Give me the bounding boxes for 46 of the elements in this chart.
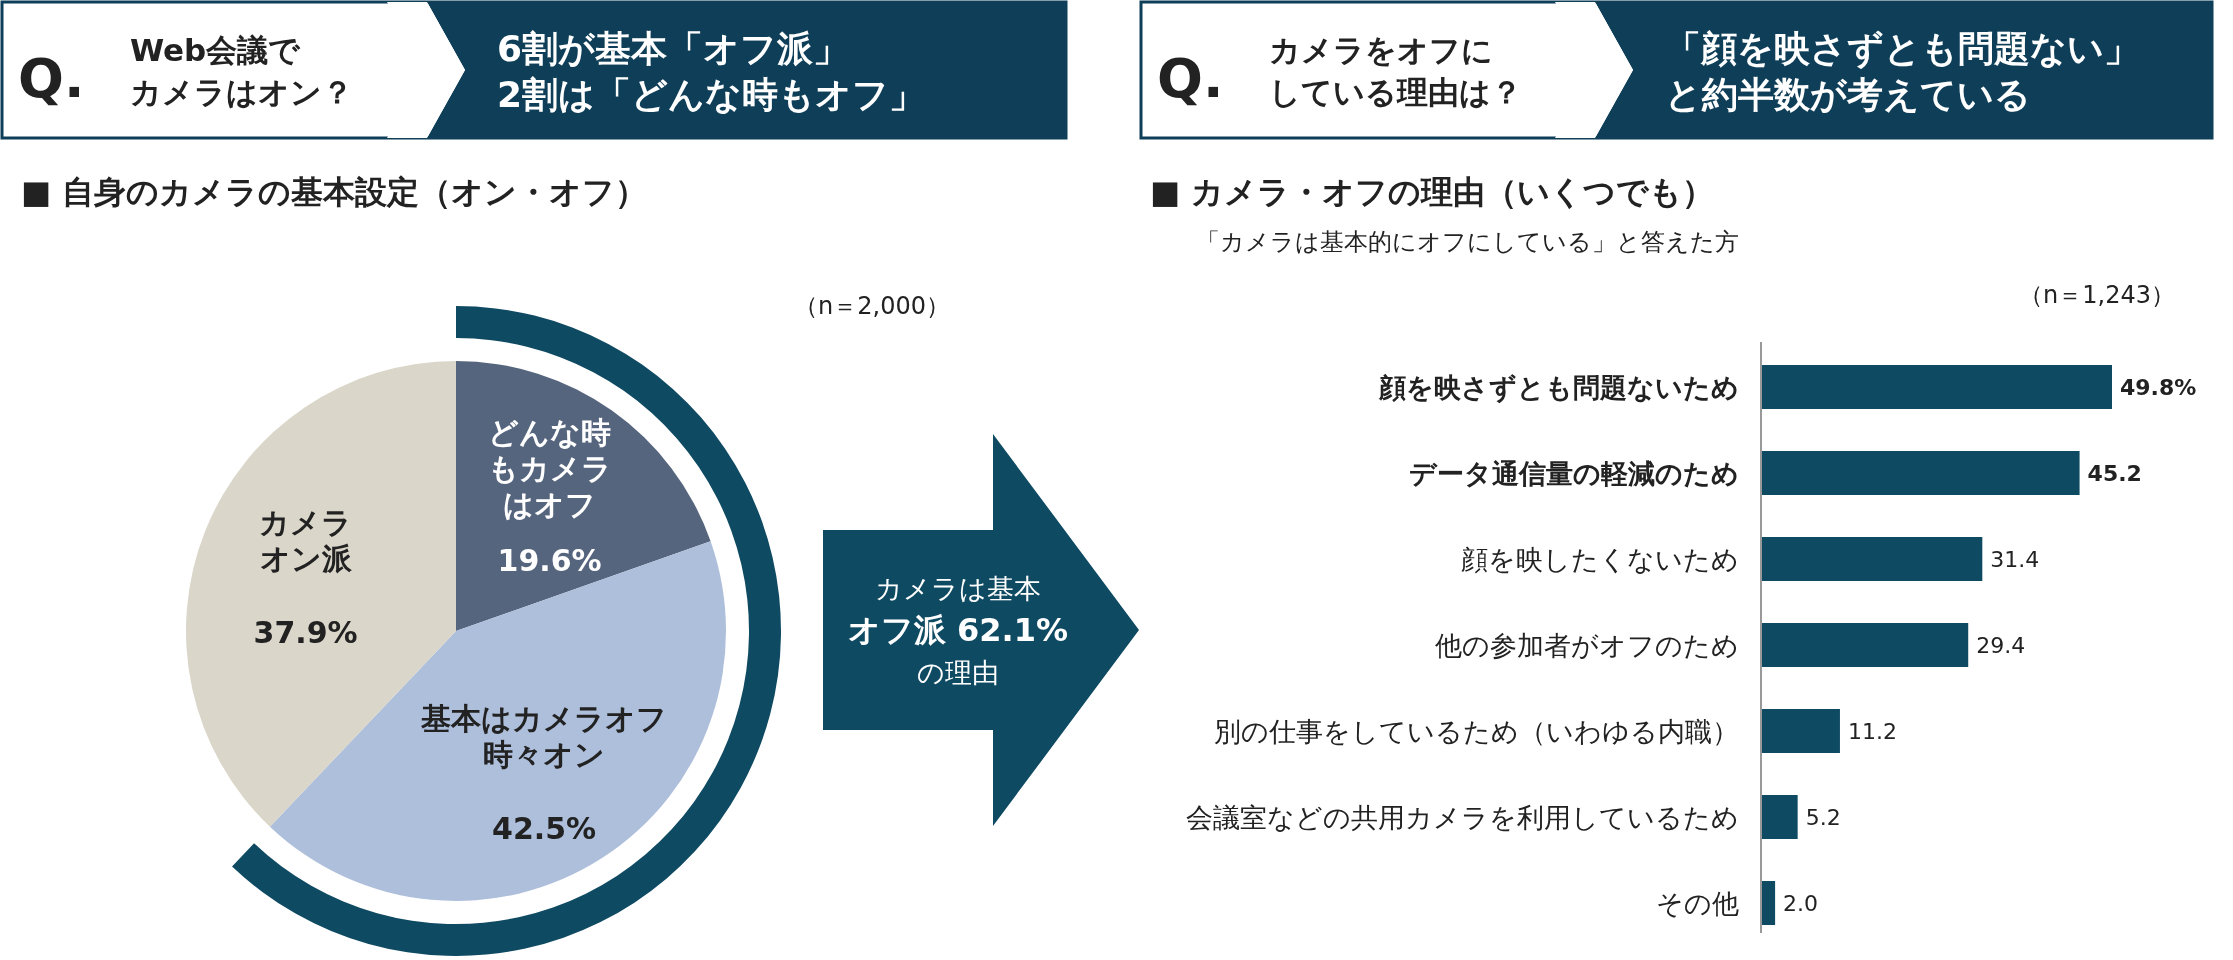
data-label: 45.2 bbox=[2087, 460, 2142, 486]
data-label: 37.9% bbox=[253, 615, 358, 651]
bar bbox=[1761, 709, 1840, 753]
chart-title: ■ 自身のカメラの基本設定（オン・オフ） bbox=[21, 173, 648, 211]
text: 2割は「どんな時もオフ」 bbox=[497, 73, 926, 115]
text: Q. bbox=[18, 46, 85, 110]
slice-label: 基本はカメラオフ時々オン bbox=[421, 700, 668, 772]
y-tick-label: データ通信量の軽減のため bbox=[1409, 457, 1739, 489]
text: （n＝1,243） bbox=[2019, 281, 2175, 309]
data-label: 11.2 bbox=[1847, 718, 1897, 744]
y-tick-label: 顔を映したくないため bbox=[1461, 543, 1739, 575]
y-tick-label: その他 bbox=[1656, 887, 1739, 919]
data-label: 31.4 bbox=[1990, 546, 2040, 572]
bar bbox=[1761, 537, 1983, 581]
text: 「カメラは基本的にオフにしている」と答えた方 bbox=[1196, 228, 1739, 256]
bar bbox=[1761, 451, 2080, 495]
slice-label: カメラオン派 bbox=[259, 504, 353, 576]
slice-label: どんな時もカメラはオフ bbox=[487, 414, 612, 522]
text: Web会議で bbox=[130, 32, 302, 68]
text: している理由は？ bbox=[1269, 74, 1522, 110]
data-label: 49.8% bbox=[2120, 374, 2197, 400]
text: オフ派 62.1% bbox=[847, 611, 1069, 649]
bar bbox=[1761, 365, 2112, 409]
y-tick-label: 他の参加者がオフのため bbox=[1435, 629, 1739, 661]
bar bbox=[1761, 623, 1969, 667]
text: カメラをオフに bbox=[1269, 32, 1493, 68]
text: （n＝2,000） bbox=[794, 292, 950, 320]
text: カメラは基本 bbox=[875, 572, 1041, 604]
data-label: 2.0 bbox=[1783, 890, 1819, 916]
bar bbox=[1761, 795, 1798, 839]
y-tick-label: 会議室などの共用カメラを利用しているため bbox=[1186, 801, 1739, 833]
bar bbox=[1761, 881, 1776, 925]
text: Q. bbox=[1157, 46, 1224, 110]
pie-slice bbox=[456, 361, 711, 631]
text: ■ カメラ・オフの理由（いくつでも） bbox=[1150, 173, 1715, 211]
data-label: 29.4 bbox=[1976, 632, 2026, 658]
y-tick-label: 別の仕事をしているため（いわゆる内職） bbox=[1214, 715, 1739, 747]
y-tick-label: 顔を映さずとも問題ないため bbox=[1378, 371, 1739, 404]
text: 6割が基本「オフ派」 bbox=[497, 27, 850, 69]
text: の理由 bbox=[917, 656, 999, 688]
data-label: 5.2 bbox=[1805, 804, 1841, 830]
text: 「顔を映さずとも問題ない」 bbox=[1665, 27, 2140, 70]
text: と約半数が考えている bbox=[1665, 73, 2031, 115]
data-label: 42.5% bbox=[492, 811, 597, 847]
data-label: 19.6% bbox=[497, 543, 602, 579]
text: カメラはオン？ bbox=[130, 74, 353, 110]
